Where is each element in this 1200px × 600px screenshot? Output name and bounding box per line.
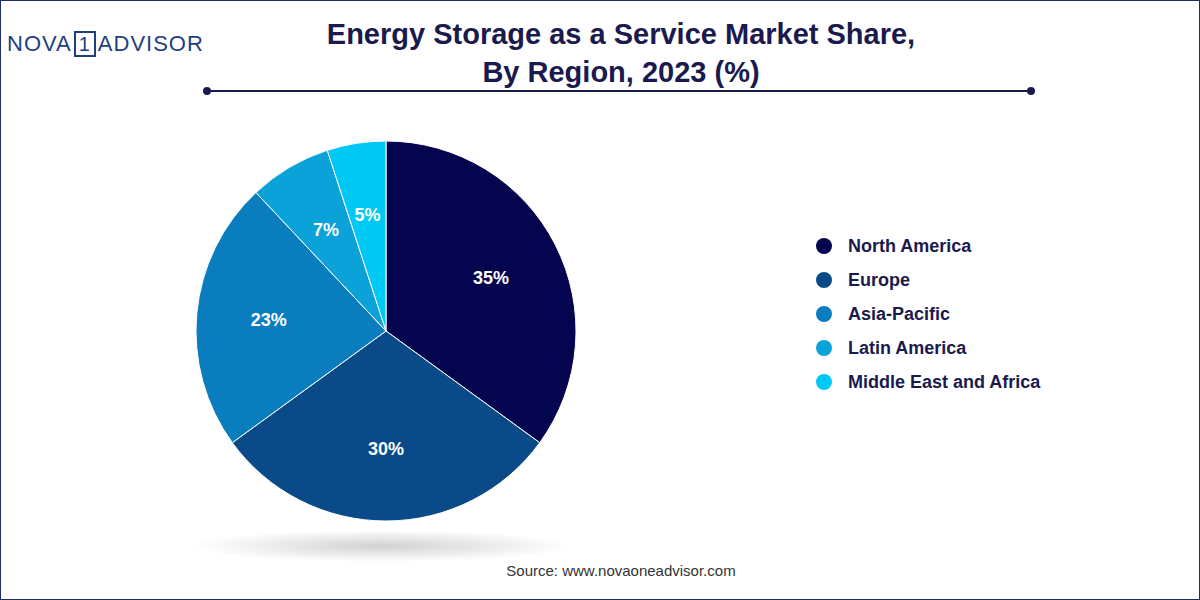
html-text:NOVA 1 ADVISOR: NOVA 1 ADVISOR: [7, 31, 204, 56]
html-text:Middle East and Africa: Middle East and Africa: [848, 371, 1041, 392]
html-text:Asia-Pacific: Asia-Pacific: [848, 303, 951, 324]
svg-text:23%: 23%: [251, 310, 287, 330]
html-text:Energy Storage as a Service Ma: Energy Storage as a Service Market Share…: [326, 18, 916, 88]
html-text:Europe: Europe: [848, 269, 910, 290]
svg-text:35%: 35%: [473, 268, 509, 288]
html-text:North America: North America: [848, 235, 972, 256]
svg-text:7%: 7%: [313, 220, 339, 240]
html-text:Latin America: Latin America: [848, 337, 967, 358]
html-text:Source: www.novaoneadvisor.com: Source: www.novaoneadvisor.com: [506, 562, 736, 579]
svg-text:30%: 30%: [368, 439, 404, 459]
svg-text:5%: 5%: [355, 205, 381, 225]
